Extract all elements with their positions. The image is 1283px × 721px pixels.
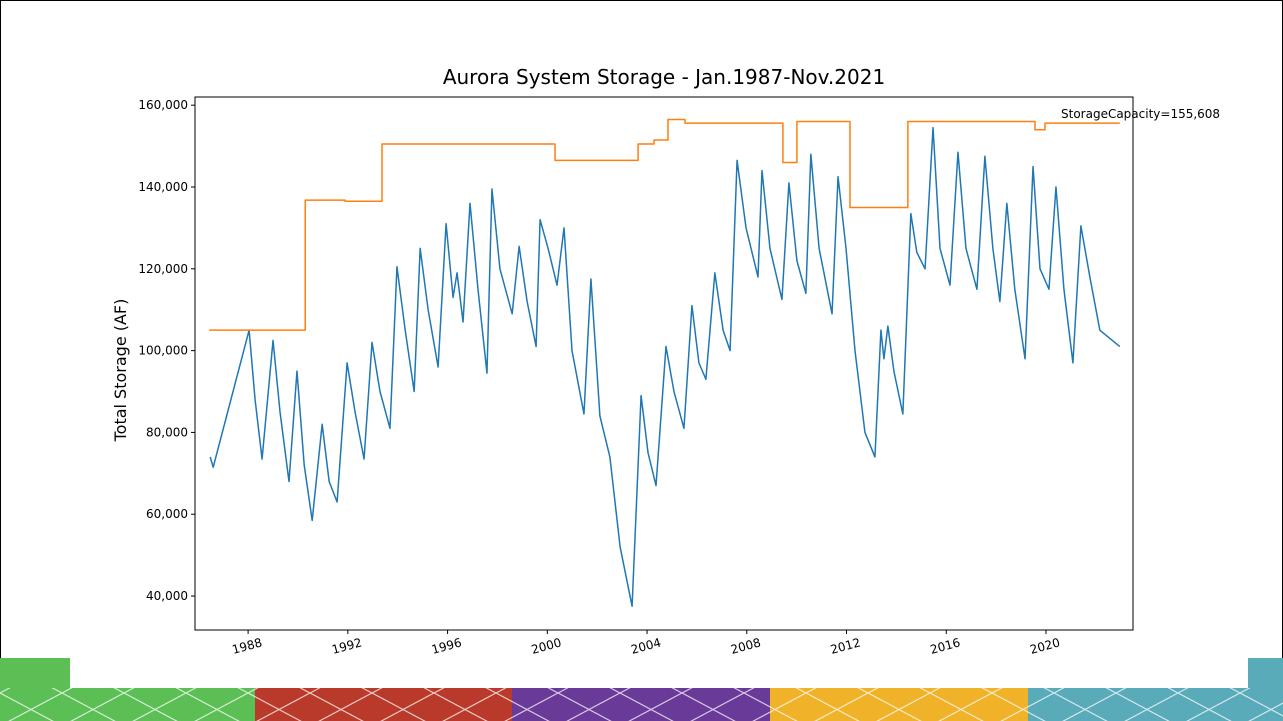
y-tick-label: 140,000 xyxy=(138,180,188,194)
y-axis-label: Total Storage (AF) xyxy=(111,299,130,443)
y-tick-label: 60,000 xyxy=(146,507,188,521)
footer-cutout xyxy=(70,658,1248,688)
y-tick-label: 100,000 xyxy=(138,344,188,358)
annotation: StorageCapacity=155,608 xyxy=(1061,107,1220,121)
y-tick-label: 40,000 xyxy=(146,589,188,603)
footer-pattern xyxy=(0,688,1283,721)
chart-title: Aurora System Storage - Jan.1987-Nov.202… xyxy=(443,65,885,89)
y-tick-label: 160,000 xyxy=(138,98,188,112)
series-line xyxy=(209,126,1121,608)
y-tick-label: 80,000 xyxy=(146,425,188,439)
plot-frame xyxy=(194,96,1134,631)
footer xyxy=(0,658,1283,721)
series-line xyxy=(209,118,1120,331)
y-tick-label: 120,000 xyxy=(138,262,188,276)
